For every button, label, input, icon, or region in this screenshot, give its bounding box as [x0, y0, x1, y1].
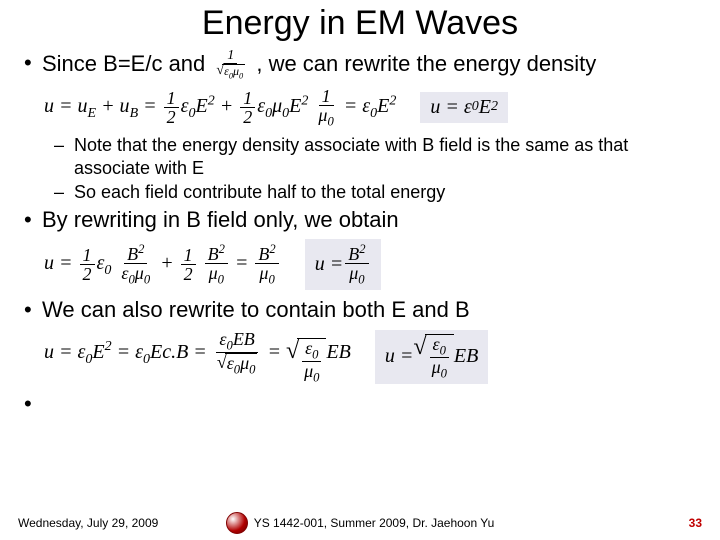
slide-title: Energy in EM Waves: [0, 0, 720, 49]
bullet-5: We can also rewrite to contain both E an…: [18, 296, 702, 324]
footer-date: Wednesday, July 29, 2009: [18, 516, 178, 530]
bullet-empty: [18, 390, 702, 398]
formula-row-2: u = 12ε0 B2ε0μ0 + 12 B2μ0 = B2μ0 u = B2μ…: [44, 239, 702, 290]
formula-row-3: u = ε0E2 = ε0Ec.B = ε0EB√ε0μ0 = √ε0μ0EB …: [44, 330, 702, 384]
bullet-1-text-b: , we can rewrite the energy density: [256, 51, 596, 76]
formula-2-long: u = 12ε0 B2ε0μ0 + 12 B2μ0 = B2μ0: [44, 243, 281, 286]
formula-c-inline: 1√ε0μ0: [211, 49, 250, 81]
bullet-1-text-a: Since B=E/c and: [42, 51, 211, 76]
bullet-3: So each field contribute half to the tot…: [18, 181, 702, 204]
footer: Wednesday, July 29, 2009 YS 1442-001, Su…: [0, 512, 720, 534]
logo-icon: [226, 512, 248, 534]
footer-page: 33: [542, 516, 702, 530]
formula-1-box: u = ε0E2: [420, 92, 508, 123]
formula-row-1: u = uE + uB = 12ε0E2 + 12ε0μ0E2 1μ0 = ε0…: [44, 87, 702, 128]
formula-3-long: u = ε0E2 = ε0Ec.B = ε0EB√ε0μ0 = √ε0μ0EB: [44, 330, 351, 384]
formula-3-box: u = √ε0μ0EB: [375, 330, 488, 384]
bullet-1: Since B=E/c and 1√ε0μ0 , we can rewrite …: [18, 49, 702, 81]
slide-content: Since B=E/c and 1√ε0μ0 , we can rewrite …: [0, 49, 720, 398]
formula-1-long: u = uE + uB = 12ε0E2 + 12ε0μ0E2 1μ0 = ε0…: [44, 87, 396, 128]
formula-2-box: u = B2μ0: [305, 239, 381, 290]
footer-course: YS 1442-001, Summer 2009, Dr. Jaehoon Yu: [254, 516, 495, 530]
footer-center: YS 1442-001, Summer 2009, Dr. Jaehoon Yu: [178, 512, 542, 534]
bullet-2: Note that the energy density associate w…: [18, 134, 702, 179]
bullet-4: By rewriting in B field only, we obtain: [18, 206, 702, 234]
